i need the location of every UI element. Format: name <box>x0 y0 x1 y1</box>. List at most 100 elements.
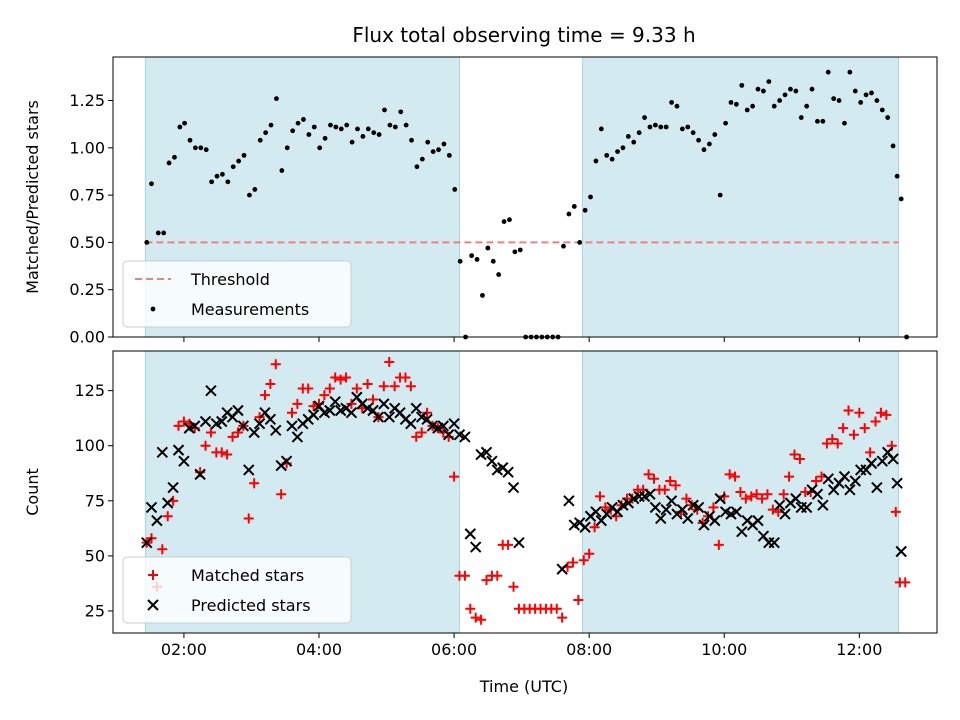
predicted-star-point <box>448 417 460 430</box>
ratio-panel: 0.00 0.25 0.50 0.75 1.00 1.25 Matched/Predicte… <box>23 56 938 347</box>
matched-star-point <box>308 401 319 412</box>
measurement-point <box>723 120 728 126</box>
measurement-point <box>290 128 296 134</box>
measurement-point <box>712 132 718 137</box>
measurement-point <box>306 132 312 137</box>
predicted-star-point <box>194 468 206 481</box>
predicted-star-point <box>178 455 190 467</box>
measurement-point <box>696 137 701 143</box>
measurement-point <box>452 187 458 192</box>
matched-star-point <box>875 407 886 418</box>
matched-star-point <box>811 475 822 486</box>
matched-star-point <box>200 440 211 451</box>
predicted-star-point <box>714 492 726 505</box>
legend-predicted-marker <box>147 599 159 611</box>
measurement-point <box>609 156 615 162</box>
measurement-point <box>577 240 583 245</box>
matched-star-point <box>708 502 719 513</box>
matched-star-point <box>573 594 584 605</box>
predicted-star-point <box>307 409 320 421</box>
matched-star-point <box>881 409 892 420</box>
measurement-point <box>652 122 658 128</box>
y-tick-label: 100 <box>74 436 105 455</box>
measurement-point <box>349 139 355 145</box>
measurement-point <box>284 145 290 151</box>
predicted-star-point <box>291 431 304 443</box>
matched-star-point <box>724 469 735 480</box>
measurement-point <box>403 122 409 128</box>
legend-label: Predicted stars <box>191 596 311 615</box>
legend-matched-marker <box>148 570 158 580</box>
measurement-point <box>469 253 475 259</box>
matched-star-point <box>292 398 303 409</box>
measurement-point <box>263 130 269 136</box>
measurement-point <box>852 88 858 94</box>
legend: Threshold Measurements <box>122 260 352 328</box>
predicted-star-point <box>237 420 250 432</box>
predicted-star-point <box>871 481 883 494</box>
measurement-point <box>809 86 815 92</box>
y-axis-label: Count <box>23 468 42 516</box>
matched-star-point <box>476 614 487 625</box>
measurement-point <box>777 98 783 103</box>
predicted-star-point <box>682 512 694 525</box>
matched-star-point <box>649 473 660 484</box>
matched-star-point <box>384 357 395 368</box>
measurement-point <box>376 132 382 137</box>
measurement-point <box>701 147 707 153</box>
predicted-star-point <box>822 473 834 485</box>
measurement-point <box>507 217 512 223</box>
legend-label: Threshold <box>190 270 270 289</box>
measurement-point <box>295 120 301 126</box>
measurement-point <box>755 86 761 92</box>
measurement-point <box>815 118 820 124</box>
measurement-point <box>441 141 447 147</box>
matched-star-point <box>551 603 562 614</box>
matched-star-point <box>362 379 373 390</box>
measurement-point <box>750 103 756 109</box>
matched-star-point <box>303 383 314 394</box>
measurement-point <box>220 171 225 177</box>
predicted-star-point <box>280 455 293 467</box>
legend: Matched stars Predicted stars <box>122 556 352 624</box>
x-axis-label: Time (UTC) <box>479 677 568 696</box>
measurement-point <box>301 117 306 122</box>
predicted-star-point <box>410 402 422 414</box>
predicted-star-point <box>730 506 743 518</box>
predicted-star-point <box>838 470 851 483</box>
matched-star-point <box>757 493 768 504</box>
measurement-point <box>177 124 183 130</box>
measurement-point <box>425 139 431 145</box>
measurement-point <box>842 120 847 126</box>
predicted-star-point <box>156 446 169 459</box>
predicted-star-point <box>811 488 824 500</box>
measurement-point <box>382 107 387 113</box>
predicted-star-point <box>141 536 153 549</box>
matched-star-point <box>589 522 600 533</box>
measurement-point <box>203 147 209 153</box>
matched-star-point <box>746 491 757 502</box>
measurement-point <box>241 152 247 158</box>
predicted-star-point <box>579 521 591 533</box>
x-tick-label: 10:00 <box>701 640 747 659</box>
matched-star-point <box>643 469 654 480</box>
matched-star-point <box>865 447 876 458</box>
predicted-star-point <box>773 499 786 511</box>
measurement-point <box>144 240 150 245</box>
measurement-point <box>274 96 279 102</box>
measurement-point <box>685 124 691 130</box>
predicted-star-point <box>649 501 662 514</box>
matched-star-point <box>411 431 422 442</box>
measurement-point <box>625 134 631 139</box>
x-tick-label: 06:00 <box>431 640 477 659</box>
matched-star-point <box>265 379 276 390</box>
matched-star-point <box>335 374 346 385</box>
predicted-star-point <box>736 525 748 538</box>
measurement-point <box>679 126 685 132</box>
matched-star-point <box>567 557 578 568</box>
matched-star-point <box>205 427 216 438</box>
predicted-star-point <box>655 512 667 525</box>
predicted-star-point <box>329 395 341 408</box>
matched-star-point <box>276 489 287 500</box>
predicted-star-point <box>768 536 780 549</box>
